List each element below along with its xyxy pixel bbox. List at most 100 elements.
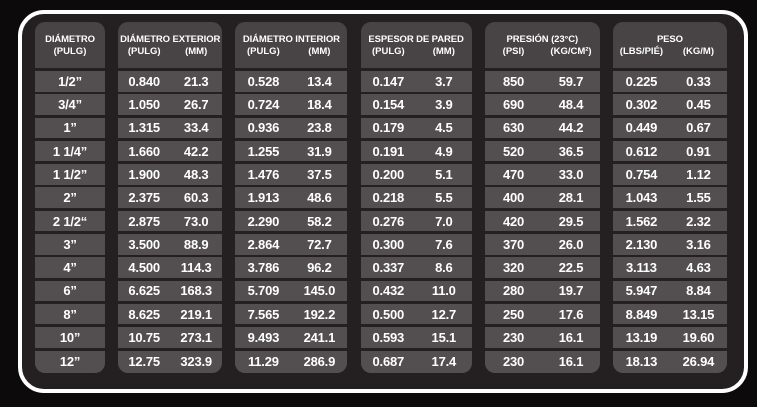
table-cell: 0.754 1.12 — [612, 164, 727, 185]
cell-value: 17.4 — [431, 354, 457, 370]
cell-value: 1.12 — [686, 166, 711, 182]
cell-value: 1.315 — [128, 120, 160, 136]
table-cell: 0.936 23.8 — [235, 117, 348, 139]
cell-value: 11.29 — [247, 354, 279, 370]
cell-value: 2.32 — [686, 213, 711, 229]
cell-value: 0.276 — [372, 213, 405, 229]
cell-value: 11.0 — [431, 283, 456, 299]
table-cell: 2 1/2“ — [35, 210, 105, 232]
table-cell: 1.050 26.7 — [118, 94, 223, 115]
table-cell: 630 44.2 — [484, 117, 600, 139]
cell-value: 1.660 — [128, 143, 160, 159]
cell-value: 8.6 — [435, 260, 453, 276]
table-cell: 230 16.1 — [484, 327, 600, 348]
cell-value: 0.449 — [625, 120, 658, 136]
table-cell: 370 26.0 — [484, 234, 600, 255]
cell-value: 3.786 — [247, 260, 280, 276]
pipe-spec-table: DIÁMETRO (PULG) 1/2” 3/4” 1” 1 1/4” 1 1/2” 2” 2 … — [22, 14, 744, 375]
cell-value: 5.947 — [625, 283, 658, 299]
cell-value: 420 — [502, 213, 525, 229]
cell-value: 8.84 — [686, 283, 711, 299]
cell-value: 4.9 — [435, 143, 453, 159]
cell-value: 18.13 — [625, 354, 658, 370]
table-cell: 2.375 60.3 — [118, 187, 223, 208]
cell-value: 5.709 — [247, 283, 280, 299]
table-cell: 0.500 12.7 — [360, 303, 472, 325]
cell-value: 0.754 — [625, 166, 658, 182]
table-cell: 6.625 168.3 — [118, 280, 223, 302]
cell-value: 0.147 — [372, 73, 405, 89]
column-title: ESPESOR DE PARED — [368, 33, 464, 45]
cell-value: 0.593 — [372, 330, 405, 346]
table-cell: 0.218 5.5 — [360, 187, 472, 208]
cell-value: 0.687 — [372, 354, 405, 370]
table-cell: 0.200 5.1 — [360, 164, 472, 185]
cell-value: 3.9 — [435, 97, 453, 113]
table-cell: 3.113 4.63 — [612, 257, 727, 278]
cell-value: 0.840 — [128, 73, 160, 89]
cell-value: 16.1 — [558, 330, 584, 346]
cell-value: 0.432 — [372, 283, 405, 299]
cell-value: 26.0 — [558, 236, 584, 252]
table-cell: 0.147 3.7 — [360, 71, 472, 92]
cell-value: 2 1/2“ — [52, 213, 88, 229]
cell-value: 88.9 — [183, 236, 209, 252]
table-cell: 1.562 2.32 — [612, 210, 727, 232]
cell-value: 2.875 — [128, 213, 160, 229]
table-cell: 850 59.7 — [484, 71, 600, 92]
cell-value: 145.0 — [303, 283, 336, 299]
cell-value: 0.33 — [686, 73, 711, 89]
cell-value: 44.2 — [558, 120, 584, 136]
cell-value: 230 — [502, 330, 525, 346]
unit-label: (PSI) — [502, 45, 525, 57]
cell-value: 0.191 — [372, 143, 405, 159]
table-cell: 0.337 8.6 — [360, 257, 472, 278]
cell-value: 58.2 — [307, 213, 332, 229]
cell-value: 15.1 — [431, 330, 457, 346]
table-cell: 1/2” — [35, 71, 105, 92]
cell-value: 1.476 — [247, 166, 280, 182]
cell-value: 72.7 — [307, 236, 332, 252]
cell-value: 23.8 — [307, 120, 332, 136]
cell-value: 16.1 — [558, 354, 584, 370]
cell-value: 9.493 — [247, 330, 280, 346]
column-header-diametro: DIÁMETRO (PULG) — [35, 22, 105, 68]
cell-value: 250 — [502, 306, 525, 322]
table-cell: 10.75 273.1 — [118, 327, 223, 348]
cell-value: 31.9 — [307, 143, 332, 159]
column-unit-labels: (PSI) (KG/CM²) — [485, 46, 600, 57]
table-cell: 3.786 96.2 — [235, 257, 348, 278]
cell-value: 850 — [502, 73, 525, 89]
cell-value: 241.1 — [303, 330, 336, 346]
cell-value: 28.1 — [558, 190, 584, 206]
cell-value: 1” — [63, 120, 77, 136]
table-cell: 2.290 58.2 — [235, 210, 348, 232]
cell-value: 42.2 — [183, 143, 209, 159]
table-cell: 1.660 42.2 — [118, 140, 223, 162]
table-cell: 3/4” — [35, 94, 105, 115]
cell-value: 400 — [502, 190, 525, 206]
column-espesor-de-pared: ESPESOR DE PARED (PULG) (MM) 0.147 3.7 0.154 3… — [360, 22, 472, 375]
cell-value: 0.91 — [686, 143, 711, 159]
cell-value: 0.724 — [247, 97, 280, 113]
cell-value: 7.565 — [247, 306, 280, 322]
cell-value: 13.4 — [307, 73, 332, 89]
column-unit-labels: (PULG) (MM) — [235, 46, 347, 57]
table-cell: 4” — [35, 257, 105, 278]
cell-value: 3” — [63, 236, 77, 252]
table-cell: 2.864 72.7 — [235, 234, 348, 255]
cell-value: 0.936 — [247, 120, 280, 136]
column-unit-labels: (LBS/PIÉ) (KG/M) — [613, 46, 727, 57]
column-header-diametro-exterior: DIÁMETRO EXTERIOR (PULG) (MM) — [118, 22, 223, 68]
cell-value: 4.5 — [435, 120, 453, 136]
table-cell: 0.687 17.4 — [360, 350, 472, 373]
cell-value: 37.5 — [307, 166, 332, 182]
table-cell: 5.709 145.0 — [235, 280, 348, 302]
cell-value: 48.6 — [307, 190, 332, 206]
table-cell: 2” — [35, 187, 105, 208]
cell-value: 1.050 — [128, 97, 160, 113]
table-cell: 1.255 31.9 — [235, 140, 348, 162]
cell-value: 1/2” — [58, 73, 82, 89]
cell-value: 0.302 — [625, 97, 658, 113]
table-cell: 0.840 21.3 — [118, 71, 223, 92]
